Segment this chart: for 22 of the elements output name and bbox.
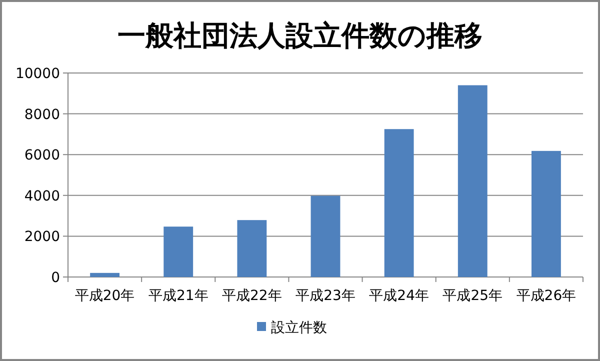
bar	[310, 196, 340, 277]
y-tick-label: 8000	[24, 106, 60, 123]
bar	[237, 220, 267, 277]
bar	[90, 272, 120, 277]
legend-label: 設立件数	[271, 320, 327, 336]
x-tick-label: 平成25年	[442, 288, 503, 304]
x-tick-label: 平成23年	[296, 288, 356, 304]
x-tick-label: 平成24年	[369, 288, 429, 304]
x-tick-label: 平成21年	[148, 288, 208, 304]
bar	[384, 129, 414, 277]
x-tick-label: 平成26年	[516, 288, 576, 304]
y-tick-label: 4000	[24, 188, 60, 204]
bar	[164, 226, 194, 277]
x-tick-label: 平成22年	[222, 288, 282, 304]
y-tick-label: 10000	[15, 66, 60, 82]
bar	[458, 85, 488, 277]
y-tick-label: 2000	[24, 229, 60, 246]
y-tick-label: 6000	[24, 148, 60, 164]
x-tick-label: 平成20年	[74, 288, 135, 304]
chart-title: 一般社団法人設立件数の推移	[118, 19, 482, 52]
bar	[532, 150, 561, 277]
y-tick-label: 0	[51, 270, 60, 286]
